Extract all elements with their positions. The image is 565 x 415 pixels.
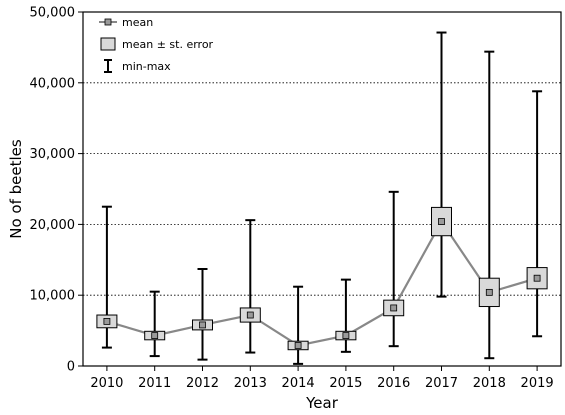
x-tick-label: 2015: [329, 376, 362, 391]
mean-line: [106, 219, 538, 347]
whisker: [388, 190, 399, 348]
whisker: [436, 31, 447, 298]
whisker: [197, 268, 208, 361]
y-tick-label: 30,000: [30, 147, 76, 162]
mean-marker: [103, 317, 111, 325]
mean-marker: [390, 304, 398, 312]
legend-se-box: [100, 37, 116, 51]
x-tick-label: 2017: [425, 376, 458, 391]
x-tick-label: 2016: [377, 376, 410, 391]
whisker: [484, 50, 495, 360]
x-axis: 2010 2011 2012 2013 2014 2015 2016 2017 2018 2019: [90, 366, 554, 391]
legend-item-minmax: min-max: [104, 59, 171, 73]
whisker: [293, 285, 304, 365]
mean-marker: [151, 332, 159, 339]
y-tick-label: 50,000: [30, 6, 76, 21]
y-axis-title: No of beetles: [7, 139, 25, 239]
chart-marks: [96, 31, 548, 365]
x-axis-title: Year: [305, 394, 339, 412]
x-tick-label: 2018: [473, 376, 506, 391]
y-tick-label: 20,000: [30, 218, 76, 233]
x-tick-label: 2010: [90, 376, 123, 391]
whisker: [245, 219, 256, 354]
legend-label-minmax: min-max: [122, 60, 171, 73]
x-tick-label: 2014: [282, 376, 315, 391]
mean-marker: [199, 321, 206, 329]
legend-mean-marker: [104, 18, 112, 26]
mean-marker: [485, 288, 493, 296]
legend: mean mean ± st. error min-max: [99, 16, 214, 73]
legend-label-se: mean ± st. error: [122, 38, 214, 51]
y-tick-label: 0: [67, 360, 75, 375]
mean-marker: [533, 274, 541, 282]
y-tick-label: 40,000: [30, 76, 76, 91]
x-tick-label: 2012: [186, 376, 219, 391]
x-tick-label: 2019: [521, 376, 554, 391]
whisker: [532, 90, 543, 338]
y-tick-label: 10,000: [30, 289, 76, 304]
mean-marker: [294, 342, 302, 349]
grid-lines: [83, 82, 561, 296]
legend-item-mean: mean: [99, 16, 153, 29]
legend-label-mean: mean: [122, 16, 153, 29]
legend-item-se: mean ± st. error: [100, 37, 214, 51]
mean-marker: [438, 218, 445, 225]
y-axis: 0 10,000 20,000 30,000 40,000 50,000: [30, 6, 83, 375]
mean-marker: [246, 311, 254, 319]
whisker: [340, 278, 351, 353]
whisker: [149, 290, 160, 358]
x-tick-label: 2011: [138, 376, 171, 391]
plot-frame: [82, 11, 562, 367]
mean-marker: [342, 332, 350, 339]
x-tick-label: 2013: [234, 376, 267, 391]
